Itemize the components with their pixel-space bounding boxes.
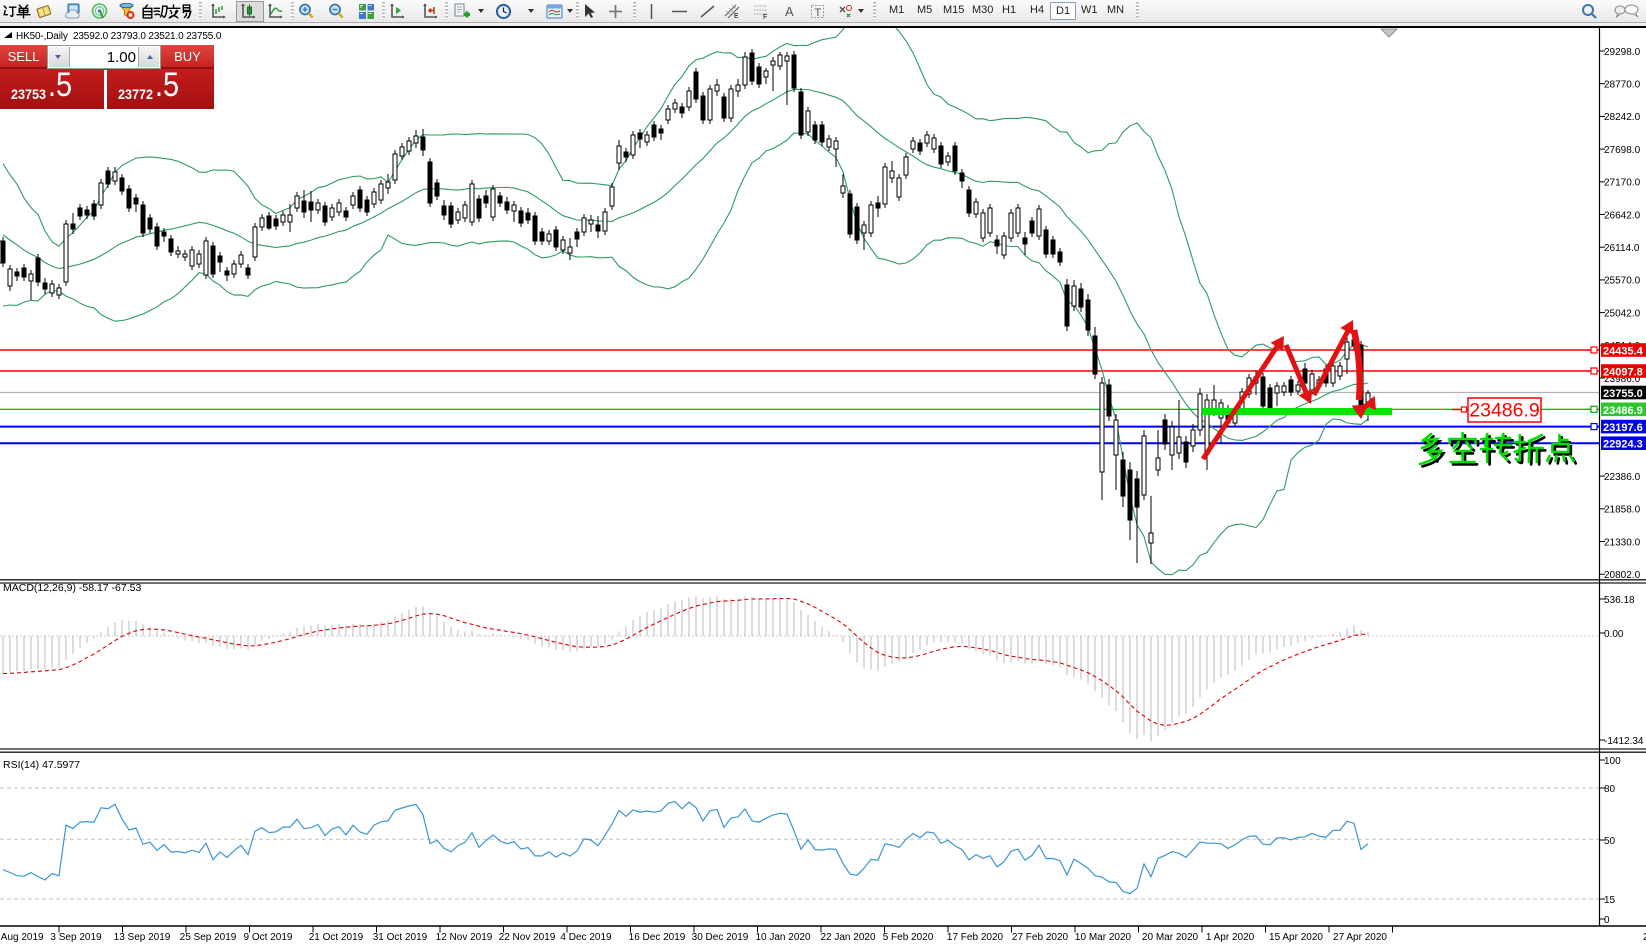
svg-text:23197.6: 23197.6 [1603,422,1643,434]
svg-text:28242.0: 28242.0 [1604,112,1641,123]
svg-text:29298.0: 29298.0 [1604,47,1641,58]
svg-text:A: A [785,4,794,19]
svg-text:23486.9: 23486.9 [1469,400,1540,422]
svg-text:21858.0: 21858.0 [1604,505,1641,516]
svg-text:22 Jan 2020: 22 Jan 2020 [820,932,875,943]
svg-text:MACD(12,26,9) -58.17 -67.53: MACD(12,26,9) -58.17 -67.53 [3,582,141,594]
svg-text:23986.0: 23986.0 [1604,374,1641,385]
svg-text:27698.0: 27698.0 [1604,145,1641,156]
svg-text:25 Sep 2019: 25 Sep 2019 [180,932,237,943]
svg-text:30 Dec 2019: 30 Dec 2019 [692,932,749,943]
svg-text:4 Dec 2019: 4 Dec 2019 [560,932,612,943]
svg-text:21 Oct 2019: 21 Oct 2019 [309,932,364,943]
svg-text:25042.0: 25042.0 [1604,308,1641,319]
svg-text:27 Feb 2020: 27 Feb 2020 [1012,932,1069,943]
svg-text:50: 50 [1604,836,1616,847]
svg-text:0: 0 [1604,915,1610,926]
svg-text:22924.3: 22924.3 [1603,439,1643,451]
svg-text:T: T [815,7,822,19]
svg-text:22: 22 [1643,932,1646,943]
svg-text:0.00: 0.00 [1604,629,1624,640]
svg-text:E: E [734,13,739,20]
svg-text:13 Sep 2019: 13 Sep 2019 [114,932,171,943]
svg-text:536.18: 536.18 [1604,595,1635,606]
svg-text:27170.0: 27170.0 [1604,178,1641,189]
svg-text:16 Dec 2019: 16 Dec 2019 [629,932,686,943]
svg-text:31 Oct 2019: 31 Oct 2019 [373,932,428,943]
svg-text:15 Apr 2020: 15 Apr 2020 [1269,932,1323,943]
svg-text:80: 80 [1604,784,1616,795]
svg-text:20 Mar 2020: 20 Mar 2020 [1142,932,1199,943]
svg-text:23755.0: 23755.0 [1603,388,1643,400]
svg-text:10 Mar 2020: 10 Mar 2020 [1075,932,1132,943]
svg-text:23486.9: 23486.9 [1603,405,1643,417]
svg-text:RSI(14) 47.5977: RSI(14) 47.5977 [3,759,80,771]
svg-text:12 Nov 2019: 12 Nov 2019 [436,932,493,943]
svg-text:10 Jan 2020: 10 Jan 2020 [755,932,810,943]
svg-text:28770.0: 28770.0 [1604,80,1641,91]
svg-text:24097.8: 24097.8 [1603,367,1643,379]
svg-text:27 Apr 2020: 27 Apr 2020 [1333,932,1387,943]
svg-text:HK50-,Daily 23592.0 23793.0 2: HK50-,Daily 23592.0 23793.0 23521.0 2375… [16,31,222,42]
svg-text:1 Apr 2020: 1 Apr 2020 [1206,932,1255,943]
svg-text:-1412.34: -1412.34 [1604,736,1644,747]
svg-text:17 Feb 2020: 17 Feb 2020 [947,932,1004,943]
svg-text:5 Feb 2020: 5 Feb 2020 [883,932,934,943]
svg-text:21330.0: 21330.0 [1604,537,1641,548]
svg-text:22386.0: 22386.0 [1604,472,1641,483]
svg-text:3 Sep 2019: 3 Sep 2019 [50,932,102,943]
svg-text:26114.0: 26114.0 [1604,243,1640,254]
svg-text:22 Nov 2019: 22 Nov 2019 [499,932,556,943]
svg-text:20802.0: 20802.0 [1604,570,1641,581]
svg-text:2 Aug 2019: 2 Aug 2019 [0,932,44,943]
svg-text:F: F [763,14,767,20]
svg-text:9 Oct 2019: 9 Oct 2019 [244,932,293,943]
svg-text:100: 100 [1604,756,1621,767]
svg-text:15: 15 [1604,895,1616,906]
svg-text:25570.0: 25570.0 [1604,276,1641,287]
svg-text:24435.4: 24435.4 [1603,346,1644,358]
svg-text:26642.0: 26642.0 [1604,210,1641,221]
